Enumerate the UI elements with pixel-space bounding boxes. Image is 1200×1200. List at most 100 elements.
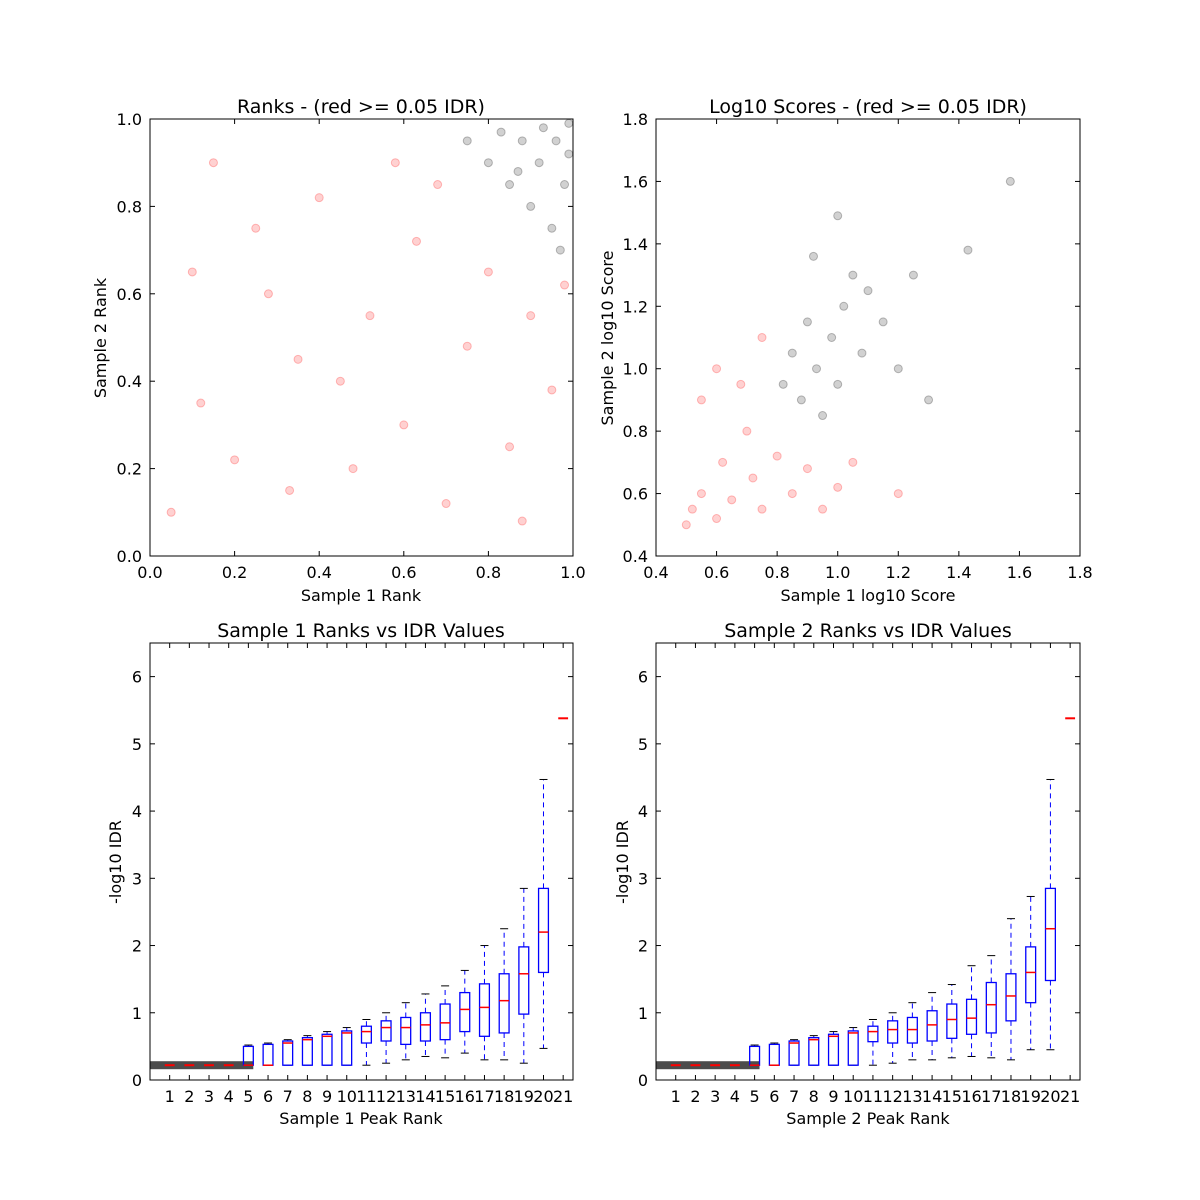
scores-high-idr-point (772, 451, 782, 461)
sample2-ytick-label: 5 (638, 735, 648, 754)
scores-xtick-label: 1.4 (946, 563, 971, 582)
sample2-xtick-label: 17 (981, 1087, 1001, 1106)
scores-y-ticks: 0.4 0.6 0.8 1.0 1.2 1.4 1.6 1.8 (623, 110, 1080, 566)
sample1-xtick-label: 20 (533, 1087, 553, 1106)
sample1-xtick-label: 10 (337, 1087, 357, 1106)
sample1-iqr-box (380, 1020, 392, 1042)
ranks-high-idr-point (208, 158, 218, 168)
sample1-xtick-label: 17 (474, 1087, 494, 1106)
sample2-iqr-box (1025, 946, 1037, 1004)
sample1-ytick-label: 2 (132, 937, 142, 956)
scores-xlabel: Sample 1 log10 Score (781, 586, 956, 605)
sample1-box-title: Sample 1 Ranks vs IDR Values (217, 620, 505, 642)
scores-low-idr-point (857, 348, 867, 358)
sample2-box-ylabel: -log10 IDR (613, 820, 632, 904)
sample1-iqr-box (498, 973, 510, 1034)
sample1-ytick-label: 3 (132, 869, 142, 888)
ranks-ytick-label: 0.0 (117, 547, 142, 566)
scores-high-idr-point (787, 489, 797, 499)
sample2-xtick-label: 2 (690, 1087, 700, 1106)
scores-scatter-panel: 0.4 0.6 0.8 1.0 1.2 1.4 1.6 1.8 0.4 0.6 0.8 1.0 1.2… (598, 96, 1093, 605)
sample2-box-13 (906, 1002, 918, 1061)
scores-low-idr-point (924, 395, 934, 405)
sample1-xtick-label: 14 (415, 1087, 435, 1106)
sample2-xtick-label: 20 (1040, 1087, 1060, 1106)
ranks-ytick-label: 0.6 (117, 285, 142, 304)
sample1-box-6 (262, 1042, 274, 1066)
ranks-high-idr-point (433, 180, 443, 190)
scores-ytick-label: 1.0 (623, 360, 648, 379)
ranks-high-idr-point (441, 499, 451, 509)
ranks-high-idr-point (517, 516, 527, 526)
ranks-high-idr-point (560, 280, 570, 290)
sample2-iqr-box (808, 1036, 820, 1066)
sample1-iqr-box (537, 887, 550, 974)
ranks-high-idr-point (293, 354, 303, 364)
sample2-box-10 (847, 1027, 859, 1066)
scores-low-idr-point (827, 333, 837, 342)
ranks-x-ticks: 0.0 0.2 0.4 0.6 0.8 1.0 (137, 119, 586, 582)
scores-ytick-label: 1.2 (623, 297, 648, 316)
sample1-xtick-label: 4 (224, 1087, 234, 1106)
ranks-xtick-label: 0.0 (137, 563, 162, 582)
scores-low-idr-point (893, 364, 903, 374)
sample1-xtick-label: 8 (302, 1087, 312, 1106)
sample1-box-marks (150, 717, 569, 1070)
scores-high-idr-point (696, 395, 706, 405)
ranks-high-idr-point (526, 311, 536, 321)
sample1-box-12 (380, 1012, 392, 1064)
scores-low-idr-point (839, 301, 849, 311)
ranks-high-idr-point (547, 385, 557, 395)
sample2-box-xlabel: Sample 2 Peak Rank (786, 1109, 950, 1128)
scores-xtick-label: 0.8 (764, 563, 789, 582)
scores-high-idr-point (893, 489, 903, 499)
ranks-low-idr-point (505, 180, 515, 190)
sample2-xtick-label: 1 (671, 1087, 681, 1106)
sample2-box-19 (1025, 895, 1037, 1051)
ranks-low-idr-point (564, 149, 574, 159)
scores-scatter-points (681, 176, 1015, 530)
ranks-xtick-label: 0.4 (306, 563, 331, 582)
sample1-ytick-label: 6 (132, 668, 142, 687)
scores-xtick-label: 1.8 (1067, 563, 1092, 582)
sample2-box-16 (965, 965, 978, 1057)
sample1-xtick-label: 9 (322, 1087, 332, 1106)
sample1-box-9 (321, 1031, 333, 1066)
sample1-box-10 (341, 1027, 353, 1066)
scores-low-idr-point (818, 411, 828, 421)
ranks-scatter-panel: 0.0 0.2 0.4 0.6 0.8 1.0 0.0 0.2 0.4 0.6 0.8 1.0 Ra… (91, 96, 586, 605)
sample1-iqr-box (459, 991, 471, 1033)
ranks-low-idr-point (555, 245, 565, 255)
sample1-ytick-label: 4 (132, 802, 142, 821)
sample1-xtick-label: 19 (514, 1087, 534, 1106)
sample1-xtick-label: 21 (553, 1087, 573, 1106)
sample1-box-14 (419, 993, 432, 1057)
scores-ytick-label: 0.6 (623, 485, 648, 504)
sample2-box-7 (788, 1039, 800, 1066)
sample2-box-title: Sample 2 Ranks vs IDR Values (724, 620, 1012, 642)
scores-ytick-label: 0.8 (623, 422, 648, 441)
scores-high-idr-point (833, 482, 843, 492)
scores-high-idr-point (718, 457, 728, 467)
ranks-high-idr-point (390, 158, 400, 168)
sample2-box-17 (985, 955, 997, 1059)
scores-low-idr-point (963, 245, 973, 255)
sample2-x-ticks: 1 2 3 4 5 6 7 8 9 10 11 12 13 14 15 16 17 18 19 20 21 (671, 643, 1080, 1106)
sample2-iqr-box (867, 1025, 879, 1043)
sample1-iqr-box (518, 946, 530, 1015)
ranks-high-idr-point (187, 267, 197, 277)
scores-low-idr-point (908, 270, 918, 280)
sample2-iqr-box (1005, 973, 1017, 1022)
sample2-iqr-box (1044, 887, 1056, 982)
sample2-box-panel: 1 2 3 4 5 6 7 8 9 10 11 12 13 14 15 16 17 18 19 20 21 012345… (613, 620, 1081, 1128)
scores-high-idr-point (748, 473, 758, 483)
sample1-x-ticks: 1 2 3 4 5 6 7 8 9 10 11 12 13 14 15 16 17 18 19 20 21 (165, 643, 573, 1106)
scores-xtick-label: 0.6 (704, 563, 729, 582)
sample2-xtick-label: 14 (922, 1087, 942, 1106)
sample1-box-11 (360, 1018, 372, 1066)
ranks-low-idr-point (526, 201, 536, 211)
ranks-y-ticks: 0.0 0.2 0.4 0.6 0.8 1.0 (117, 110, 573, 566)
scores-ytick-label: 1.4 (623, 235, 648, 254)
sample2-box-5 (749, 1044, 761, 1066)
